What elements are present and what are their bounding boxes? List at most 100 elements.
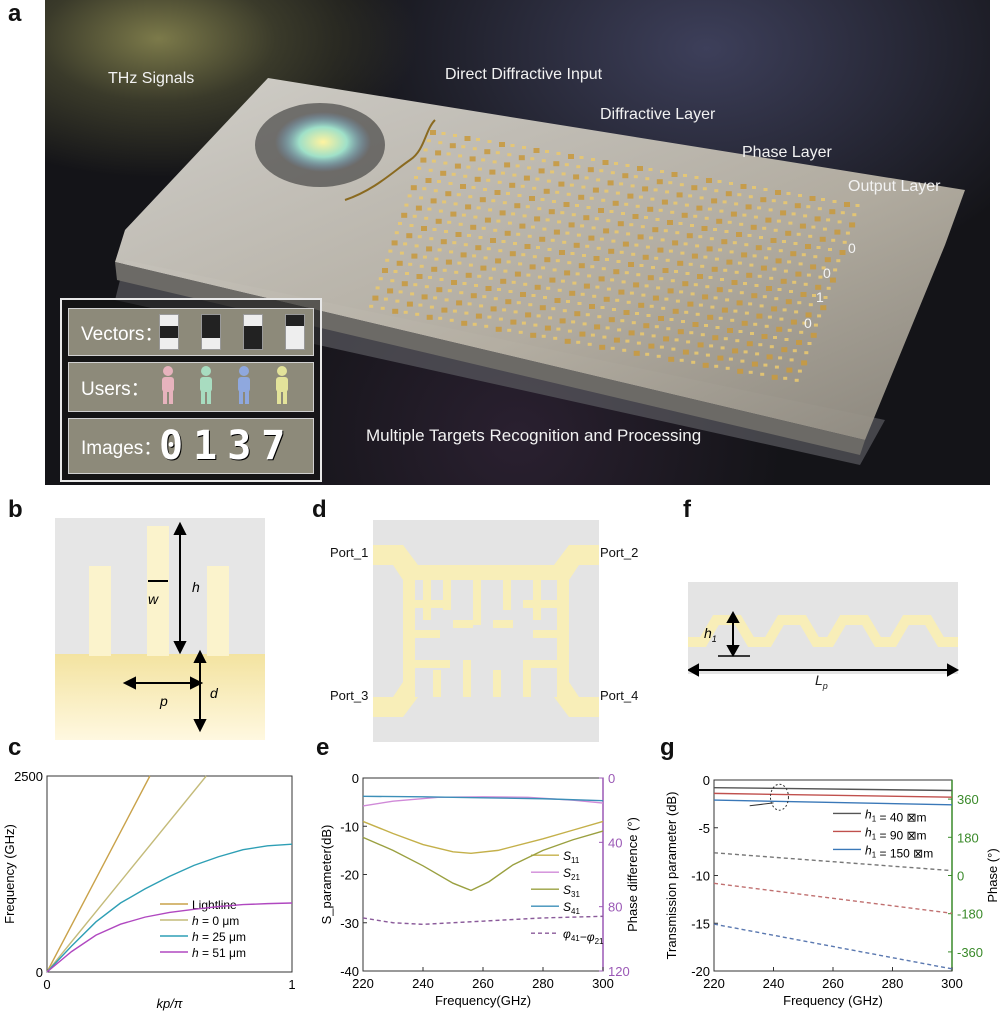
meta-atom [520,292,526,297]
meta-atom [776,326,783,332]
meta-atom [559,318,566,324]
meta-atom [704,216,709,220]
meta-atom [836,259,841,263]
vector-glyph [243,314,263,350]
meta-atom [663,229,668,233]
meta-atom [819,236,826,242]
meta-atom [622,173,629,179]
meta-atom [755,352,760,356]
meta-atom [415,205,422,211]
legend-label: h1 = 150 ⊠m [865,843,933,860]
meta-atom [557,220,562,224]
period-label: p [159,693,168,709]
meta-atom [732,241,737,245]
meta-atom [820,305,827,311]
meta-atom [429,305,434,309]
meta-atom [582,322,587,326]
meta-atom [609,210,614,213]
meta-atom [414,244,419,248]
meta-atom [518,155,525,161]
meta-atom [602,335,607,339]
meta-atom [510,144,515,147]
legend-label: φ41−φ21 [563,927,604,946]
meta-atom [807,342,812,345]
finger [415,660,450,668]
meta-atom [553,336,558,340]
legend-label: h = 25 μm [192,930,246,944]
meta-atom [571,320,576,324]
meta-atom [528,303,533,307]
meta-atom [484,217,491,223]
meta-atom [633,175,638,179]
meta-atom [452,309,457,313]
panel-label-e: e [316,734,330,761]
finger [443,580,451,610]
panel-label-d: d [312,496,327,523]
meta-atom [392,308,399,314]
meta-atom [436,287,443,293]
y-tick-label: -40 [340,964,359,979]
meta-atom [729,250,734,254]
meta-atom [627,193,634,199]
meta-atom [766,286,772,291]
meta-atom [658,208,663,212]
meta-atom [688,262,693,266]
meta-atom [706,178,712,183]
lp-main: L [815,672,823,688]
meta-atom [573,174,580,180]
meta-atom [426,246,433,252]
meta-atom [566,192,571,196]
meta-atom [667,288,674,294]
meta-atom [419,196,424,200]
meta-atom [551,307,556,311]
meta-atom [509,182,516,188]
meta-atom [760,265,767,271]
meta-atom [491,199,496,203]
meta-atom [737,261,742,265]
meta-atom [790,319,797,325]
meta-atom [765,217,772,223]
callout-ellipse [769,783,789,811]
meta-atom [808,234,813,238]
meta-atom [456,193,461,197]
meta-atom [590,265,595,269]
meta-atom [823,296,828,299]
meta-atom [724,230,729,233]
meta-atom [685,272,690,275]
meta-atom [463,243,468,247]
meta-atom [769,345,774,349]
meta-atom [600,306,605,309]
meta-atom [598,208,604,213]
meta-atom [745,204,752,210]
meta-atom [497,180,502,184]
meta-atom [648,343,655,349]
meta-atom [837,220,842,224]
meta-atom [533,148,540,153]
meta-atom [774,365,779,369]
meta-atom [762,295,767,299]
meta-atom [727,220,732,224]
meta-atom [499,142,505,147]
meta-atom [764,256,769,260]
meta-atom [532,255,537,259]
meta-atom [579,156,584,159]
meta-atom [845,231,850,235]
meta-atom [458,154,463,158]
finger [493,620,513,628]
meta-atom [439,278,444,281]
meta-atom [771,199,776,203]
meta-atom [672,240,679,246]
meta-atom [688,194,693,198]
meta-atom [385,258,390,262]
panel-label-b: b [8,496,23,523]
meta-atom [689,331,694,335]
meta-atom [468,263,473,267]
meta-atom [692,322,699,327]
meta-atom [380,306,385,310]
meta-atom [681,320,685,323]
recognition-caption: Multiple Targets Recognition and Process… [366,426,702,445]
meta-atom [734,202,739,206]
meta-atom [661,199,668,205]
meta-atom [805,244,811,249]
meta-atom [497,288,501,291]
